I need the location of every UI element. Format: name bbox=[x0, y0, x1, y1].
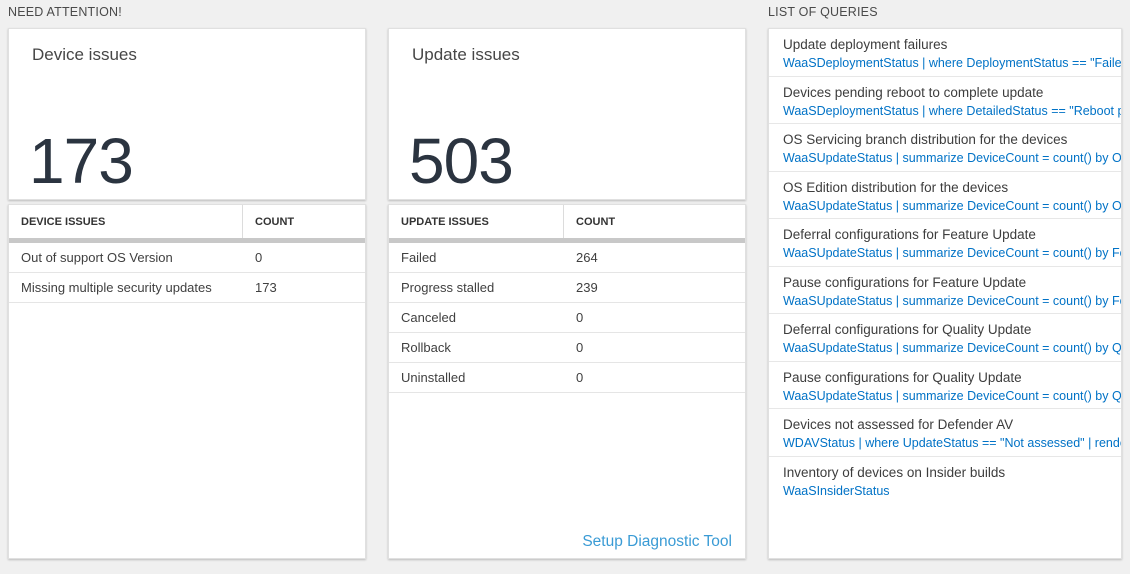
query-item-os-edition-distribution[interactable]: OS Edition distribution for the devices … bbox=[769, 172, 1121, 219]
row-label: Failed bbox=[401, 250, 437, 265]
query-title: Inventory of devices on Insider builds bbox=[783, 464, 1006, 480]
table-row-missing-updates[interactable]: Missing multiple security updates 173 bbox=[9, 273, 365, 303]
device-issues-column: Device issues 173 DEVICE ISSUES COUNT Ou… bbox=[8, 28, 366, 559]
query-title: OS Edition distribution for the devices bbox=[783, 179, 1009, 195]
device-issues-count: 173 bbox=[29, 125, 134, 197]
setup-diagnostic-tool-link[interactable]: Setup Diagnostic Tool bbox=[582, 533, 732, 550]
query-item-deferral-quality-update[interactable]: Deferral configurations for Quality Upda… bbox=[769, 314, 1121, 362]
table-row-failed[interactable]: Failed 264 bbox=[389, 243, 745, 273]
row-label: Progress stalled bbox=[401, 280, 495, 295]
row-count: 0 bbox=[255, 250, 263, 265]
query-code: WDAVStatus | where UpdateStatus == "Not … bbox=[783, 436, 1121, 450]
query-item-pause-feature-update[interactable]: Pause configurations for Feature Update … bbox=[769, 267, 1121, 314]
query-code: WaaSInsiderStatus bbox=[783, 483, 890, 498]
row-label: Canceled bbox=[401, 310, 456, 325]
table-row-progress-stalled[interactable]: Progress stalled 239 bbox=[389, 273, 745, 303]
query-title: OS Servicing branch distribution for the… bbox=[783, 132, 1068, 147]
row-count: 0 bbox=[576, 340, 584, 355]
query-title: Devices not assessed for Defender AV bbox=[783, 417, 1014, 432]
query-code: WaaSDeploymentStatus | where DetailedSta… bbox=[783, 103, 1121, 118]
query-item-deferral-feature-update[interactable]: Deferral configurations for Feature Upda… bbox=[769, 219, 1121, 267]
column-header-device-issues: DEVICE ISSUES bbox=[9, 205, 243, 238]
row-count: 173 bbox=[255, 280, 277, 295]
row-count: 0 bbox=[576, 310, 584, 325]
query-code: WaaSUpdateStatus | summarize DeviceCount… bbox=[783, 341, 1121, 355]
query-code: WaaSUpdateStatus | summarize DeviceCount… bbox=[783, 388, 1121, 403]
query-code: WaaSUpdateStatus | summarize DeviceCount… bbox=[783, 198, 1121, 213]
queries-column: Update deployment failures WaaSDeploymen… bbox=[768, 28, 1122, 559]
update-issues-title: Update issues bbox=[412, 45, 520, 64]
device-issues-title: Device issues bbox=[32, 45, 137, 64]
row-count: 239 bbox=[576, 280, 598, 295]
list-of-queries-heading: LIST OF QUERIES bbox=[768, 5, 878, 19]
query-title: Deferral configurations for Quality Upda… bbox=[783, 322, 1032, 337]
update-issues-tile[interactable]: Update issues 503 bbox=[388, 28, 746, 200]
table-row-rollback[interactable]: Rollback 0 bbox=[389, 333, 745, 363]
query-title: Devices pending reboot to complete updat… bbox=[783, 84, 1044, 100]
query-item-devices-pending-reboot[interactable]: Devices pending reboot to complete updat… bbox=[769, 77, 1121, 124]
table-row-canceled[interactable]: Canceled 0 bbox=[389, 303, 745, 333]
update-issues-table-header: UPDATE ISSUES COUNT bbox=[389, 205, 745, 238]
query-title: Deferral configurations for Feature Upda… bbox=[783, 227, 1036, 242]
update-issues-column: Update issues 503 UPDATE ISSUES COUNT Fa… bbox=[388, 28, 746, 559]
query-code: WaaSUpdateStatus | summarize DeviceCount… bbox=[783, 293, 1121, 308]
query-item-pause-quality-update[interactable]: Pause configurations for Quality Update … bbox=[769, 362, 1121, 409]
query-title: Update deployment failures bbox=[783, 37, 948, 52]
update-issues-count: 503 bbox=[409, 125, 514, 197]
table-header-bar bbox=[389, 238, 745, 243]
row-count: 264 bbox=[576, 250, 598, 265]
need-attention-heading: NEED ATTENTION! bbox=[8, 5, 122, 19]
table-row-out-of-support[interactable]: Out of support OS Version 0 bbox=[9, 243, 365, 273]
query-item-insider-builds-inventory[interactable]: Inventory of devices on Insider builds W… bbox=[769, 457, 1121, 505]
query-code: WaaSDeploymentStatus | where DeploymentS… bbox=[783, 56, 1121, 70]
query-title: Pause configurations for Feature Update bbox=[783, 274, 1027, 290]
column-header-update-issues: UPDATE ISSUES bbox=[389, 205, 564, 238]
table-header-bar bbox=[9, 238, 365, 243]
table-row-uninstalled[interactable]: Uninstalled 0 bbox=[389, 363, 745, 393]
row-label: Missing multiple security updates bbox=[21, 280, 212, 295]
query-list: Update deployment failures WaaSDeploymen… bbox=[768, 28, 1122, 559]
device-issues-table-header: DEVICE ISSUES COUNT bbox=[9, 205, 365, 238]
device-issues-tile[interactable]: Device issues 173 bbox=[8, 28, 366, 200]
row-label: Out of support OS Version bbox=[21, 250, 173, 265]
column-header-count: COUNT bbox=[255, 215, 295, 228]
row-label: Rollback bbox=[401, 340, 451, 355]
query-title: Pause configurations for Quality Update bbox=[783, 369, 1022, 385]
query-item-os-servicing-branch[interactable]: OS Servicing branch distribution for the… bbox=[769, 124, 1121, 172]
query-item-defender-av-not-assessed[interactable]: Devices not assessed for Defender AV WDA… bbox=[769, 409, 1121, 457]
query-code: WaaSUpdateStatus | summarize DeviceCount… bbox=[783, 151, 1121, 165]
row-label: Uninstalled bbox=[401, 370, 466, 385]
query-code: WaaSUpdateStatus | summarize DeviceCount… bbox=[783, 246, 1121, 260]
row-count: 0 bbox=[576, 370, 584, 385]
device-issues-table: DEVICE ISSUES COUNT Out of support OS Ve… bbox=[8, 204, 366, 559]
update-issues-table: UPDATE ISSUES COUNT Failed 264 Progress … bbox=[388, 204, 746, 559]
column-header-count: COUNT bbox=[576, 215, 616, 228]
query-item-update-deployment-failures[interactable]: Update deployment failures WaaSDeploymen… bbox=[769, 29, 1121, 77]
